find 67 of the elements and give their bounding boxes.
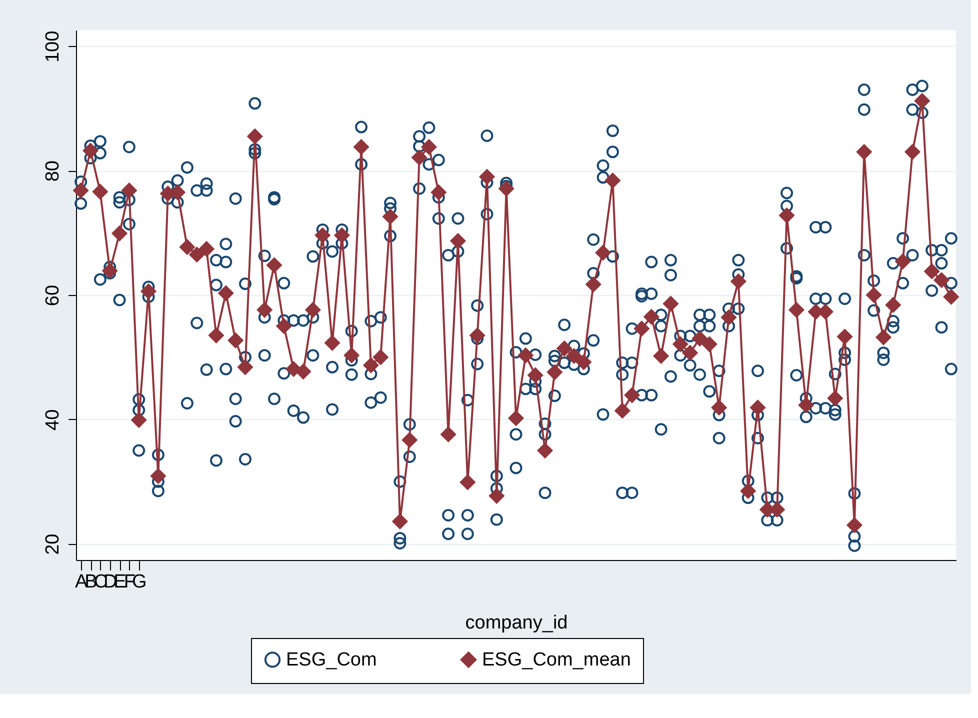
point (258, 349, 271, 362)
legend-label: ESG_Com_mean (482, 650, 631, 671)
x-axis-title: company_id (465, 612, 568, 634)
point (480, 208, 494, 220)
x-tick-label: G (132, 572, 147, 592)
point (538, 486, 552, 500)
point (944, 362, 958, 376)
point (752, 432, 764, 444)
point (238, 452, 252, 466)
y-tick-label: 100 (42, 30, 64, 63)
point (819, 402, 832, 414)
point (490, 513, 503, 526)
point (432, 212, 445, 225)
point (712, 432, 726, 444)
y-tick-label: 80 (42, 160, 64, 182)
point (654, 423, 668, 436)
y-tick-label: 40 (42, 409, 64, 430)
point (858, 248, 870, 262)
point (780, 242, 794, 255)
point (587, 334, 600, 347)
point (635, 388, 648, 402)
point (596, 408, 610, 421)
point (122, 218, 136, 230)
point (278, 367, 290, 380)
point (471, 358, 484, 370)
point (886, 321, 900, 334)
point (394, 536, 406, 550)
point (606, 250, 619, 263)
point (200, 363, 213, 376)
point (461, 528, 474, 540)
point (645, 388, 658, 402)
point (306, 349, 320, 362)
point (626, 486, 638, 500)
x-tick-label: A (74, 572, 88, 592)
point (529, 382, 542, 396)
point (364, 396, 378, 409)
y-tick-label: 20 (42, 534, 64, 555)
point (548, 390, 561, 402)
point (616, 486, 629, 500)
point (152, 484, 164, 498)
point (384, 230, 397, 242)
point (132, 444, 146, 457)
point (268, 392, 280, 406)
point (693, 368, 706, 381)
legend-label: ESG_Com (286, 650, 377, 671)
point (935, 321, 948, 334)
point (828, 408, 842, 421)
point (229, 415, 242, 428)
point (790, 369, 803, 382)
point (848, 539, 861, 552)
point (248, 146, 262, 160)
point (906, 248, 919, 262)
point (113, 294, 126, 306)
point (94, 273, 106, 286)
point (510, 462, 522, 474)
point (220, 362, 232, 376)
point (703, 385, 716, 398)
point (442, 528, 455, 540)
point (326, 403, 339, 416)
point (664, 370, 677, 383)
point (732, 302, 745, 315)
point (413, 182, 426, 195)
point (838, 353, 852, 366)
y-tick-label: 60 (42, 284, 64, 306)
point (345, 368, 358, 381)
point (810, 402, 822, 414)
point (210, 454, 222, 467)
